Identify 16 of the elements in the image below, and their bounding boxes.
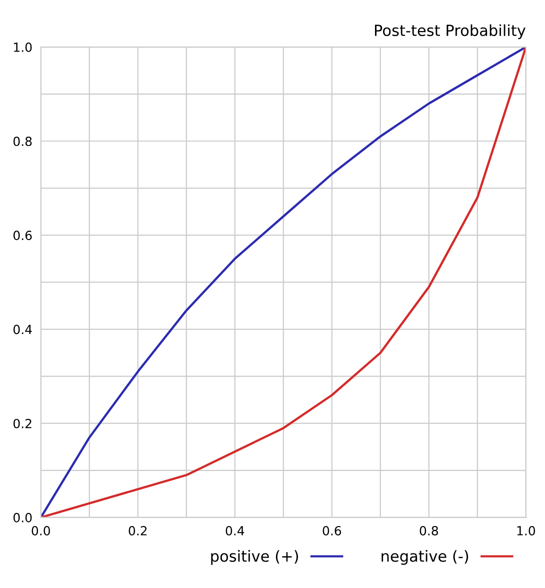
x-tick-label: 0.2 xyxy=(128,526,147,536)
chart-title: Post-test Probability xyxy=(375,24,526,40)
y-tick-label: 0.2 xyxy=(13,418,32,428)
legend-label: positive (+) xyxy=(211,550,298,565)
x-tick-label: 0.4 xyxy=(226,526,244,536)
y-tick-label: 0.6 xyxy=(13,230,32,240)
x-tick-label: 0.0 xyxy=(32,526,50,536)
y-tick-label: 0.8 xyxy=(13,136,32,146)
legend-label: negative (-) xyxy=(382,550,468,565)
x-tick-label: 1.0 xyxy=(517,526,536,536)
y-tick-label: 0.4 xyxy=(13,324,32,334)
y-tick-label: 0.0 xyxy=(13,512,32,522)
line-series xyxy=(40,47,526,518)
x-tick-label: 0.8 xyxy=(420,526,438,536)
y-tick-label: 1.0 xyxy=(14,42,32,52)
x-tick-label: 0.6 xyxy=(322,526,342,536)
